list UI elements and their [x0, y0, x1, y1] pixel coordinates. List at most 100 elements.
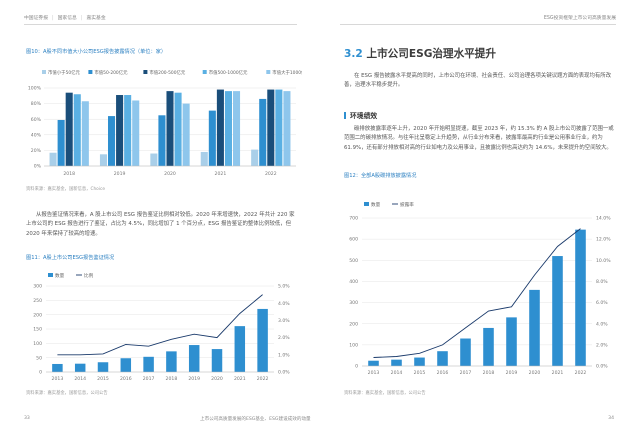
- header-right-title: ESG投资框架上市公司高质量发展: [543, 16, 616, 21]
- y-tick-label: 400: [349, 279, 358, 285]
- bar: [257, 308, 268, 372]
- x-tick-label: 2013: [52, 376, 64, 382]
- y2-tick-label: 1.0%: [278, 352, 290, 358]
- x-tick-label: 2020: [211, 376, 223, 382]
- y-tick-label: 20%: [31, 148, 42, 154]
- legend-label: 数量: [371, 201, 381, 208]
- y-tick-label: 150: [33, 327, 42, 333]
- footer-center-text: 上市公司高质量发展的ESG基业、ESG建设成效的动量: [200, 417, 311, 422]
- bar: [414, 357, 425, 366]
- subsection-marker: [344, 112, 346, 119]
- y2-tick-label: 14.0%: [596, 216, 611, 222]
- x-tick-label: 2022: [265, 171, 277, 177]
- y2-tick-label: 5.0%: [278, 284, 290, 290]
- bar: [224, 91, 232, 166]
- x-tick-label: 2018: [166, 376, 178, 382]
- figure-10-title: 图10：A股不同市值大小公司ESG报告披露情况（单位：家）: [26, 49, 167, 55]
- bar: [575, 229, 586, 366]
- right-intro-paragraph: 在 ESG 报告披露水平提高的同时，上市公司在环境、社会责任、公司治理各项关键议…: [344, 73, 612, 89]
- bar: [120, 358, 132, 372]
- x-tick-label: 2019: [188, 376, 200, 382]
- bar: [97, 362, 109, 372]
- bar: [506, 317, 517, 366]
- figure-10-chart: 市值小于50亿元 市值50-200亿元 市值200-500亿元 市值500-1000亿…: [28, 69, 302, 177]
- y-tick-label: 100%: [28, 86, 42, 92]
- subsection-title: 环境绩效: [344, 110, 377, 120]
- y2-tick-label: 2.0%: [596, 342, 608, 348]
- figure-12-title: 图12：全部A股碳排放披露情况: [344, 173, 417, 179]
- legend-label: 市值200-500亿元: [149, 69, 186, 76]
- ratio-line: [57, 294, 263, 356]
- legend-swatch: [364, 202, 369, 206]
- figure-11-source: 资料来源：嘉实基金，国新信息，公司公告: [26, 391, 108, 396]
- left-paragraph: 从报告鉴证情况来看，A 股上市公司 ESG 报告鉴证比例相对较低。2020 年来…: [26, 212, 295, 237]
- header-item: 国家信息: [57, 16, 77, 21]
- section-title-text: 上市公司ESG治理水平提升: [366, 48, 496, 60]
- bar: [166, 91, 174, 166]
- x-tick-label: 2017: [143, 376, 155, 382]
- x-tick-label: 2019: [506, 370, 518, 376]
- y-tick-label: 0%: [34, 164, 42, 170]
- legend-label: 披露率: [400, 201, 414, 208]
- bar: [259, 98, 267, 166]
- x-tick-label: 2020: [164, 171, 176, 177]
- y-tick-label: 200: [349, 321, 358, 327]
- x-tick-label: 2014: [391, 370, 403, 376]
- x-tick-label: 2022: [257, 376, 269, 382]
- bar: [132, 100, 140, 166]
- bar: [233, 91, 241, 166]
- bar: [57, 119, 65, 166]
- bar: [211, 349, 223, 372]
- bar: [116, 95, 124, 166]
- y-tick-label: 300: [33, 284, 42, 290]
- legend-label: 市值小于50亿元: [48, 69, 81, 76]
- bar: [267, 89, 275, 166]
- figure-11-title: 图11：A股上市公司ESG报告鉴证情况: [26, 255, 115, 261]
- y-tick-label: 0: [39, 370, 42, 376]
- header-rule-right: [340, 24, 616, 25]
- y2-tick-label: 3.0%: [278, 318, 290, 324]
- x-tick-label: 2018: [483, 370, 495, 376]
- bar: [174, 92, 182, 166]
- bar: [108, 116, 116, 166]
- y-tick-label: 100: [33, 341, 42, 347]
- legend-swatch: [48, 273, 53, 277]
- x-tick-label: 2021: [215, 171, 227, 177]
- bar: [49, 152, 57, 166]
- legend-swatch: [143, 70, 148, 74]
- bar: [460, 338, 471, 366]
- bar: [73, 94, 81, 166]
- bar: [437, 351, 448, 366]
- bar: [188, 345, 200, 372]
- legend-swatch: [266, 70, 271, 74]
- bar: [81, 101, 89, 166]
- bar: [124, 95, 132, 166]
- legend-swatch: [88, 70, 93, 74]
- x-tick-label: 2015: [414, 370, 426, 376]
- y2-tick-label: 12.0%: [596, 237, 611, 243]
- bar: [234, 326, 246, 372]
- bar: [200, 151, 208, 166]
- legend-swatch: [42, 70, 46, 74]
- x-tick-label: 2018: [63, 171, 75, 177]
- legend-swatch: [202, 70, 207, 74]
- y-tick-label: 700: [349, 216, 358, 222]
- y-tick-label: 100: [349, 342, 358, 348]
- bar: [158, 115, 166, 166]
- y-tick-label: 40%: [31, 132, 42, 138]
- bar: [368, 360, 379, 366]
- bar: [391, 359, 402, 366]
- header-item: 嘉实基金: [86, 16, 106, 21]
- page-number-left: 33: [24, 416, 30, 421]
- y-tick-label: 0: [355, 364, 358, 370]
- y-tick-label: 200: [33, 312, 42, 318]
- header-breadcrumb: 中国证券报 | 国家信息 | 嘉实基金: [24, 16, 106, 21]
- y-tick-label: 600: [349, 237, 358, 243]
- legend-label: 市值500-1000亿元: [209, 69, 248, 76]
- bar: [99, 154, 107, 166]
- x-tick-label: 2016: [120, 376, 132, 382]
- bar: [552, 256, 563, 366]
- x-tick-label: 2017: [460, 370, 472, 376]
- bar: [275, 89, 283, 166]
- legend-label: 市值大于1000亿元: [272, 69, 302, 76]
